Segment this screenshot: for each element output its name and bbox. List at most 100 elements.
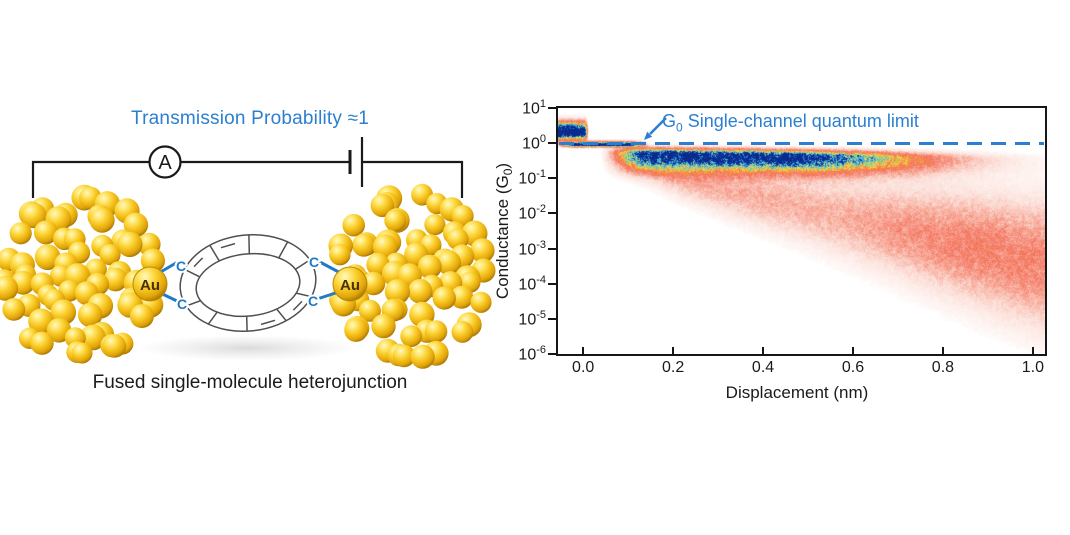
gold-ball [102, 334, 127, 358]
carbon-label: C [176, 258, 186, 274]
x-tick-mark [582, 347, 585, 354]
gold-ball [384, 209, 407, 232]
carbon-label: C [177, 296, 187, 312]
molecule-bond [207, 311, 218, 325]
gold-ball [470, 238, 495, 263]
gold-ball [450, 285, 474, 309]
gold-ball [2, 298, 26, 321]
plot-area: G0 Single-channel quantum limit [556, 106, 1047, 356]
x-tick-label: 1.0 [1021, 359, 1044, 376]
gold-ball [451, 321, 474, 343]
gold-ball [77, 302, 103, 328]
molecule-bond [296, 292, 312, 298]
y-tick-mark [548, 282, 556, 285]
y-tick-mark [548, 353, 556, 355]
y-tick-label: 10-5 [518, 308, 546, 329]
gold-ball [451, 205, 474, 227]
molecule-bond [292, 300, 303, 311]
gold-ball [129, 304, 154, 329]
gold-ball [140, 248, 165, 273]
gold-ball [432, 286, 456, 310]
circuit-wire [31, 160, 464, 198]
gold-ball [9, 222, 32, 245]
density-heatmap [558, 108, 1045, 354]
y-tick-label: 10-6 [518, 344, 546, 364]
carbon-label: C [309, 254, 319, 270]
ammeter-icon [148, 145, 182, 179]
gold-ball [370, 193, 394, 218]
gold-ball [384, 279, 410, 305]
gold-ball [400, 325, 423, 348]
y-tick-mark [548, 142, 556, 145]
molecule-bond [193, 257, 204, 268]
gold-ball [392, 344, 416, 368]
gold-ball [344, 318, 368, 342]
quantum-limit-annotation: G0 Single-channel quantum limit [662, 111, 919, 135]
y-tick-mark [548, 212, 556, 215]
gold-ball [20, 202, 47, 229]
y-tick-mark [548, 177, 556, 180]
gold-ball [103, 267, 128, 292]
gold-electrode-right [328, 183, 496, 369]
x-tick-mark [851, 347, 854, 354]
y-tick-mark [548, 107, 556, 109]
x-axis-title: Displacement (nm) [725, 383, 869, 402]
y-tick-label: 101 [522, 98, 546, 118]
y-tick-label: 100 [522, 133, 546, 153]
gold-ball [30, 331, 54, 355]
molecule-ring [179, 233, 317, 333]
molecule-bond [209, 244, 220, 262]
gold-ball [424, 214, 446, 236]
junction-title: Transmission Probability ≈1 [131, 108, 369, 129]
au-atom-right [332, 266, 368, 302]
au-atom-left [132, 266, 168, 302]
gold-ball [417, 254, 442, 279]
quantum-limit-line [559, 142, 1044, 145]
junction-illustration: A C C C C [0, 0, 500, 420]
junction-drawing: A C C C C [0, 137, 496, 369]
gold-ball [361, 271, 386, 296]
x-tick-mark [762, 347, 765, 354]
gold-ball [99, 244, 121, 266]
x-tick-label: 0.0 [572, 359, 595, 376]
x-tick-label: 0.4 [751, 359, 775, 376]
molecule-bond [185, 299, 201, 307]
y-tick-label: 10-1 [518, 168, 546, 188]
gold-ball [33, 220, 58, 245]
molecule-bond [220, 242, 236, 249]
y-tick-label: 10-4 [518, 273, 546, 294]
gold-ball [410, 344, 435, 369]
y-tick-label: 10-3 [518, 238, 546, 258]
ammeter-label: A [158, 152, 172, 174]
x-tick-label: 0.2 [661, 359, 685, 376]
molecule-bond [184, 268, 201, 278]
gold-ball [407, 279, 433, 304]
gold-ball [470, 291, 492, 313]
gold-ball [89, 207, 115, 233]
carbon-label: C [308, 293, 318, 309]
x-tick-label: 0.6 [841, 359, 865, 376]
y-tick-mark [548, 247, 556, 250]
au-label-right: Au [340, 277, 360, 294]
molecule-bond [260, 319, 276, 326]
molecule-bond [278, 241, 289, 259]
au-label-left: Au [140, 277, 160, 294]
gold-ball [342, 213, 366, 237]
y-tick-mark [548, 317, 556, 320]
gold-ball [371, 313, 396, 339]
annotation-arrow-icon [644, 117, 667, 140]
molecule-bond [295, 259, 311, 270]
x-tick-mark [1031, 347, 1034, 354]
gold-ball [329, 244, 351, 266]
gold-ball [71, 342, 93, 364]
x-tick-label: 0.8 [931, 359, 955, 376]
x-tick-mark [672, 347, 675, 354]
gold-ball [424, 320, 448, 343]
gold-ball [117, 231, 143, 258]
gold-ball [436, 250, 462, 275]
ground-shadow [137, 335, 357, 361]
y-tick-label: 10-2 [518, 203, 546, 223]
gold-ball [0, 275, 19, 301]
gold-ball [352, 233, 376, 257]
